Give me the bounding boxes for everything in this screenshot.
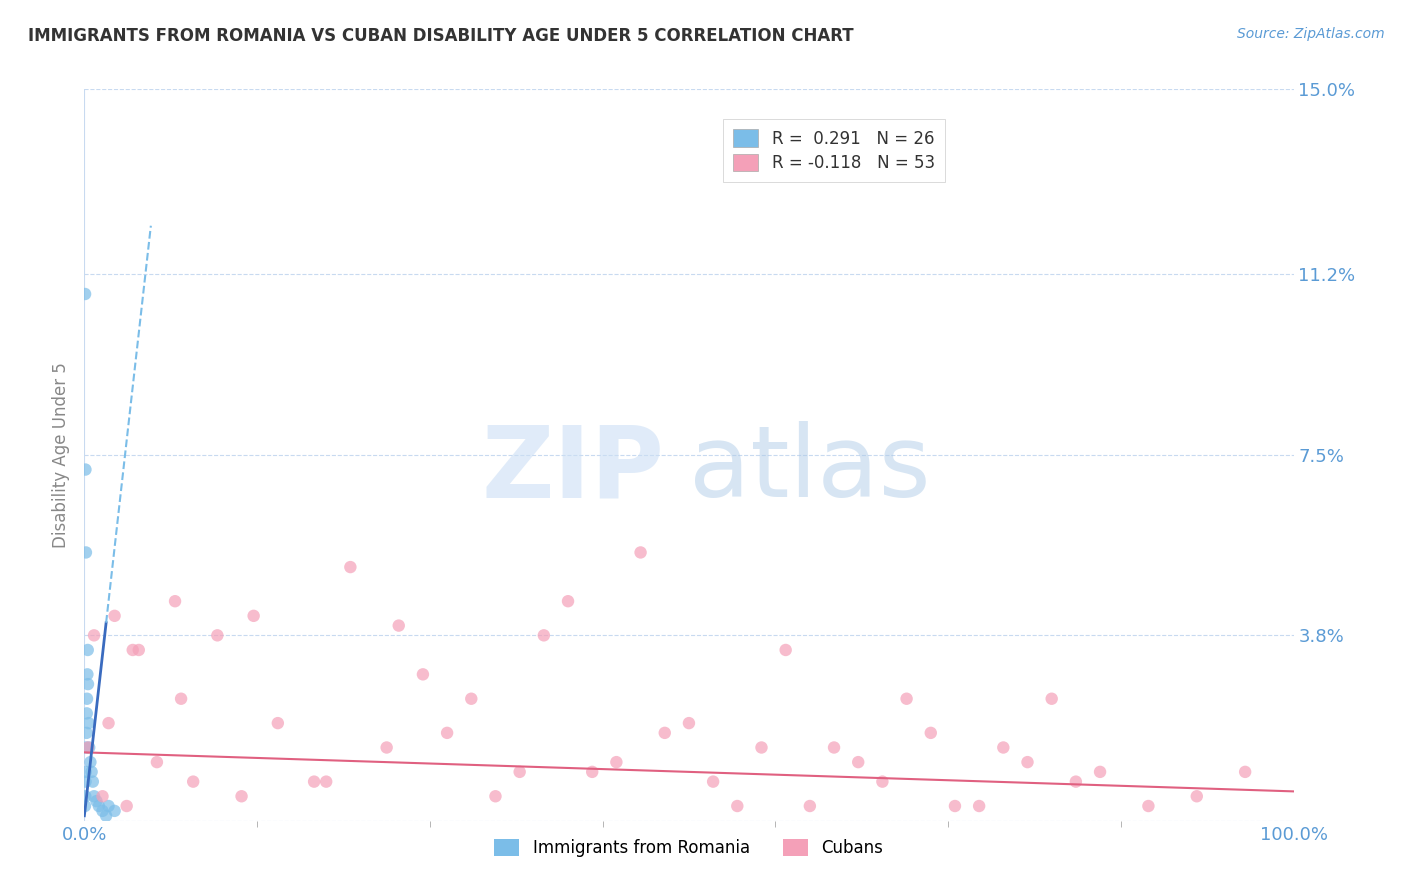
Point (128, 643, 150, 657)
Point (146, 755, 169, 769)
Point (1185, 789, 1208, 804)
Point (94, 809, 117, 823)
Point (993, 740, 1015, 755)
Point (75, 774, 97, 789)
Point (115, 799, 138, 814)
Point (339, 560, 361, 574)
Point (76, 691, 98, 706)
Point (967, 799, 990, 814)
Point (83, 628, 105, 642)
Point (76, 643, 98, 657)
Point (1040, 691, 1063, 706)
Point (77, 716, 100, 731)
Text: ZIP: ZIP (482, 421, 665, 518)
Point (77, 677, 100, 691)
Point (484, 789, 506, 804)
Point (557, 594, 579, 608)
Point (76, 726, 98, 740)
Point (97, 716, 120, 731)
Text: atlas: atlas (689, 421, 931, 518)
Point (799, 799, 821, 814)
Point (943, 799, 966, 814)
Point (375, 740, 398, 755)
Point (207, 628, 229, 642)
Point (1088, 764, 1111, 779)
Point (846, 755, 869, 769)
Point (75, 740, 97, 755)
Point (630, 545, 652, 559)
Point (121, 643, 143, 657)
Point (104, 804, 127, 818)
Point (581, 764, 603, 779)
Point (823, 740, 845, 755)
Text: IMMIGRANTS FROM ROMANIA VS CUBAN DISABILITY AGE UNDER 5 CORRELATION CHART: IMMIGRANTS FROM ROMANIA VS CUBAN DISABIL… (28, 27, 853, 45)
Point (104, 608, 127, 623)
Point (896, 691, 918, 706)
Point (165, 594, 187, 608)
Point (75, 287, 97, 301)
Legend: Immigrants from Romania, Cubans: Immigrants from Romania, Cubans (488, 832, 890, 863)
Point (460, 691, 482, 706)
Point (751, 740, 773, 755)
Point (920, 726, 942, 740)
Point (315, 774, 337, 789)
Point (533, 628, 555, 642)
Point (872, 774, 894, 789)
Point (91, 789, 114, 804)
Point (75, 789, 97, 804)
Point (181, 774, 204, 789)
Point (678, 716, 700, 731)
Point (87, 799, 110, 814)
Point (97, 799, 120, 814)
Point (436, 726, 458, 740)
Point (75, 462, 97, 476)
Y-axis label: Disability Age Under 5: Disability Age Under 5 (52, 362, 70, 548)
Point (80, 764, 103, 779)
Text: Source: ZipAtlas.com: Source: ZipAtlas.com (1237, 27, 1385, 41)
Point (1137, 799, 1160, 814)
Point (1234, 764, 1257, 779)
Point (605, 755, 627, 769)
Point (73, 799, 96, 814)
Point (775, 643, 797, 657)
Point (267, 716, 290, 731)
Point (76, 667, 98, 681)
Point (91, 804, 114, 818)
Point (1017, 755, 1039, 769)
Point (86, 794, 108, 808)
Point (412, 667, 434, 681)
Point (1064, 774, 1087, 789)
Point (75, 764, 97, 779)
Point (702, 774, 724, 789)
Point (509, 764, 531, 779)
Point (654, 726, 676, 740)
Point (79, 755, 101, 769)
Point (725, 799, 748, 814)
Point (77, 740, 100, 755)
Point (77, 740, 100, 755)
Point (76, 706, 98, 721)
Point (388, 618, 411, 632)
Point (302, 774, 325, 789)
Point (242, 608, 264, 623)
Point (170, 691, 193, 706)
Point (82, 774, 104, 789)
Point (75, 545, 97, 559)
Point (231, 789, 253, 804)
Point (83, 789, 105, 804)
